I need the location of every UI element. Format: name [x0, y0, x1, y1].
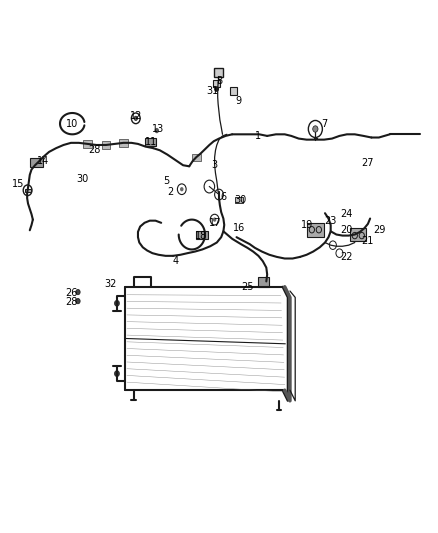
- Circle shape: [155, 128, 159, 133]
- Circle shape: [215, 87, 219, 91]
- Text: 10: 10: [66, 119, 78, 128]
- FancyBboxPatch shape: [145, 138, 156, 146]
- Text: 17: 17: [209, 218, 222, 228]
- Circle shape: [76, 289, 80, 295]
- Circle shape: [313, 126, 318, 132]
- Text: 2: 2: [168, 187, 174, 197]
- FancyBboxPatch shape: [214, 68, 223, 77]
- Text: 32: 32: [104, 279, 117, 288]
- FancyBboxPatch shape: [230, 87, 237, 95]
- Circle shape: [76, 298, 80, 304]
- Text: 12: 12: [130, 111, 142, 121]
- Text: 5: 5: [163, 176, 170, 186]
- Text: 18: 18: [195, 231, 208, 240]
- Text: 30: 30: [234, 196, 246, 205]
- Text: 7: 7: [321, 119, 327, 128]
- Text: 3: 3: [212, 160, 218, 170]
- Text: 28: 28: [65, 297, 77, 307]
- Text: 22: 22: [340, 252, 352, 262]
- Text: 4: 4: [172, 256, 178, 266]
- Text: 26: 26: [65, 288, 77, 298]
- Text: 27: 27: [362, 158, 374, 168]
- Circle shape: [134, 116, 138, 120]
- Text: 24: 24: [340, 209, 352, 219]
- Text: 1: 1: [255, 131, 261, 141]
- Text: 21: 21: [362, 236, 374, 246]
- FancyBboxPatch shape: [30, 158, 43, 167]
- Text: 8: 8: [216, 76, 222, 86]
- FancyBboxPatch shape: [258, 277, 269, 287]
- Text: 9: 9: [236, 96, 242, 106]
- Circle shape: [115, 371, 119, 376]
- Text: 16: 16: [233, 223, 245, 233]
- FancyBboxPatch shape: [25, 189, 31, 192]
- FancyBboxPatch shape: [102, 141, 110, 149]
- Text: 15: 15: [12, 179, 25, 189]
- FancyBboxPatch shape: [350, 228, 366, 241]
- Text: 13: 13: [152, 124, 164, 134]
- Text: 14: 14: [37, 156, 49, 166]
- FancyBboxPatch shape: [235, 197, 243, 203]
- Text: 29: 29: [373, 225, 385, 235]
- Circle shape: [115, 301, 119, 306]
- Text: 20: 20: [340, 225, 352, 235]
- Circle shape: [180, 187, 184, 191]
- Text: 6: 6: [220, 192, 226, 202]
- FancyBboxPatch shape: [192, 154, 201, 161]
- Circle shape: [213, 217, 216, 222]
- Text: 25: 25: [241, 282, 254, 292]
- Text: 31: 31: [206, 86, 218, 95]
- Text: 28: 28: [88, 146, 100, 155]
- FancyBboxPatch shape: [119, 139, 128, 147]
- Text: 19: 19: [300, 220, 313, 230]
- FancyBboxPatch shape: [213, 80, 220, 87]
- FancyBboxPatch shape: [196, 231, 208, 239]
- FancyBboxPatch shape: [307, 223, 324, 237]
- Text: 11: 11: [145, 138, 157, 147]
- FancyBboxPatch shape: [83, 140, 92, 148]
- Text: 23: 23: [325, 216, 337, 225]
- Text: 30: 30: [76, 174, 88, 183]
